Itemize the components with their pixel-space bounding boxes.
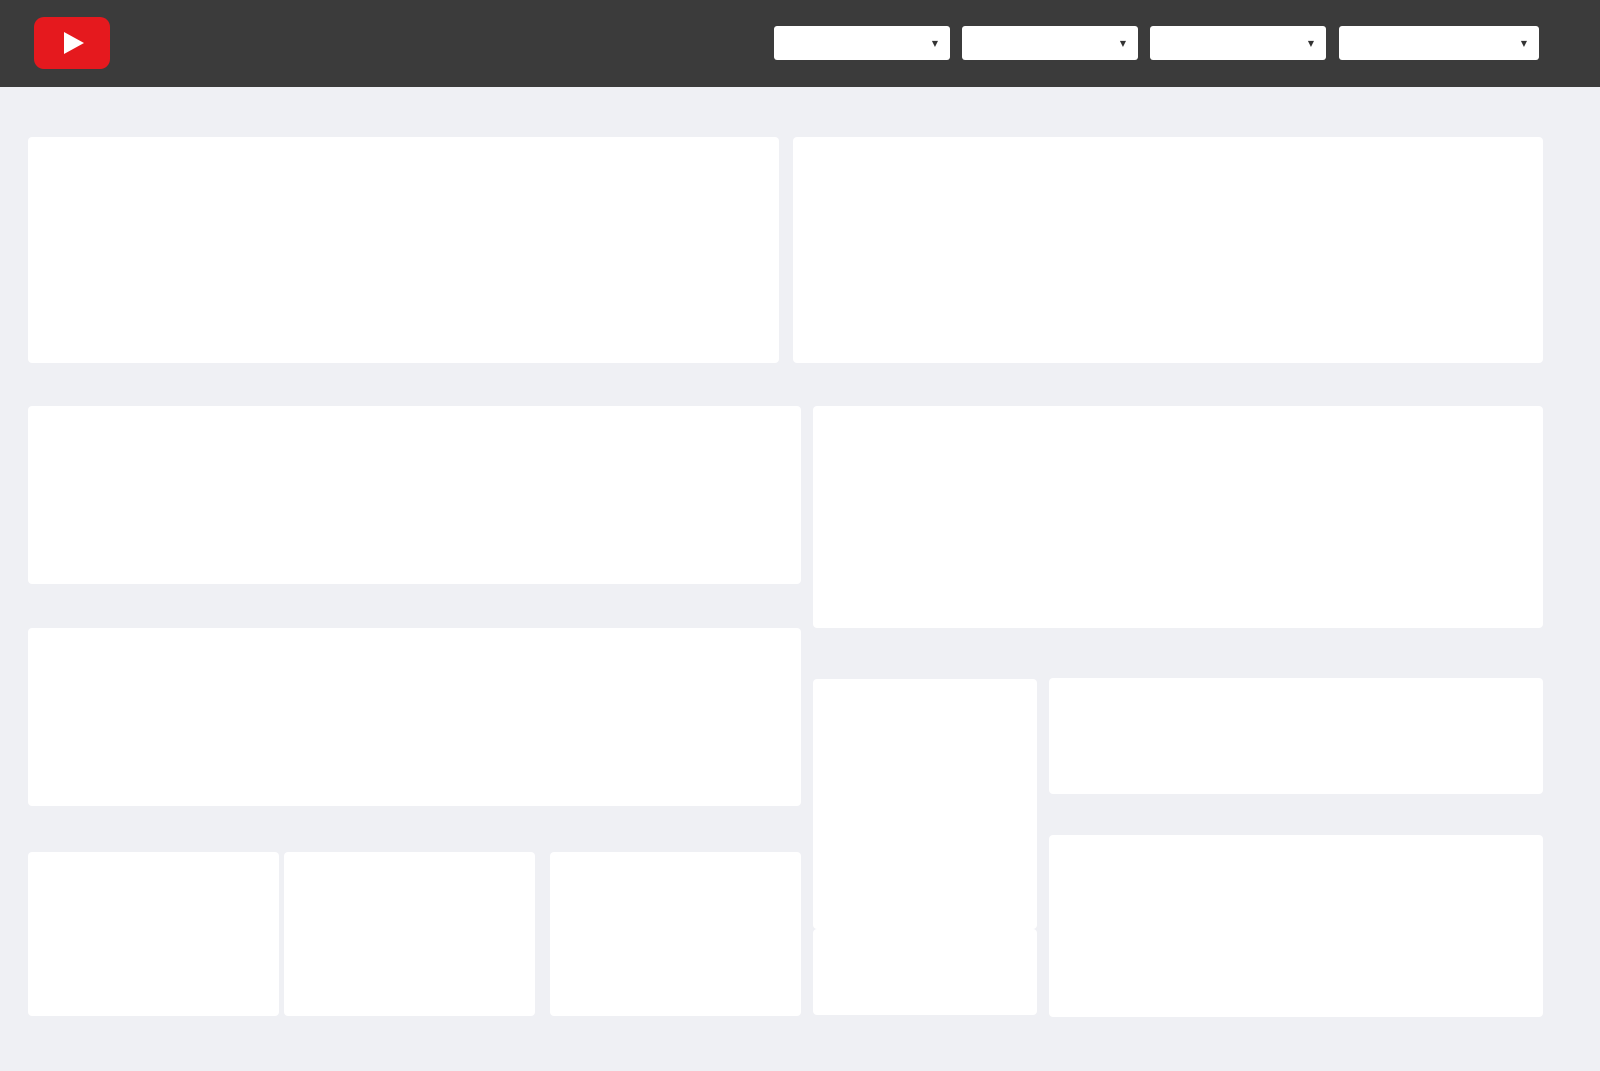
dropdown-arrow-icon: ▼ (1520, 38, 1527, 48)
top5-comments-table (550, 852, 801, 1016)
impressions-chart (28, 406, 801, 584)
subscription-pie-chart (813, 679, 1037, 929)
viewer-type-table (1049, 678, 1543, 794)
dropdown-arrow-icon: ▼ (1307, 38, 1314, 48)
dropdown-arrow-icon: ▼ (1119, 38, 1126, 48)
posts-performance-table (1049, 835, 1543, 1017)
shorts-metrics-table (793, 137, 1543, 363)
top5-views-table (28, 852, 279, 1016)
filter-video-title[interactable]: ▼ (774, 26, 950, 60)
hourly-chart (28, 628, 801, 806)
video-metrics-table (28, 137, 779, 363)
filter-video-shorts[interactable]: ▼ (962, 26, 1138, 60)
subscription-table (813, 929, 1037, 1015)
dropdown-arrow-icon: ▼ (931, 38, 938, 48)
header-bar: ▼ ▼ ▼ ▼ (0, 0, 1600, 87)
top5-likes-table (284, 852, 535, 1016)
youtube-logo-icon (34, 17, 110, 69)
filter-subscription[interactable]: ▼ (1150, 26, 1326, 60)
type-dist-chart (813, 406, 1543, 628)
date-range-picker[interactable]: ▼ (1339, 26, 1539, 60)
